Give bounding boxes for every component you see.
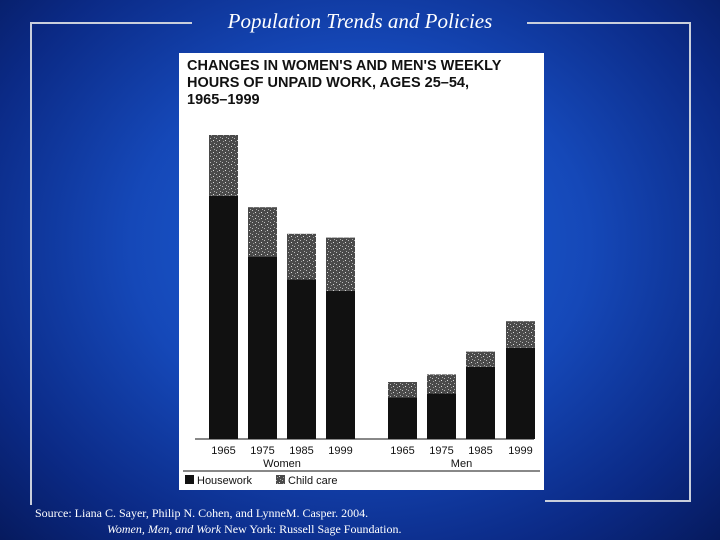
chart-figure: CHANGES IN WOMEN'S AND MEN'S WEEKLY HOUR… — [179, 53, 544, 490]
x-tick-label-men-1975: 1975 — [429, 445, 453, 457]
bar-childcare-women-1965 — [209, 135, 238, 196]
bar-housework-men-1985 — [466, 366, 495, 439]
x-tick-label-men-1999: 1999 — [508, 445, 532, 457]
bar-housework-men-1999 — [506, 347, 535, 439]
x-tick-label-women-1965: 1965 — [211, 445, 235, 457]
slide-title: Population Trends and Policies — [227, 9, 493, 33]
frame-bottom — [545, 500, 691, 502]
group-label-men: Men — [451, 458, 472, 470]
group-label-women: Women — [263, 458, 301, 470]
chart-title: CHANGES IN WOMEN'S AND MEN'S WEEKLY HOUR… — [187, 58, 537, 109]
bar-childcare-men-1985 — [466, 351, 495, 367]
x-tick-label-women-1999: 1999 — [328, 445, 352, 457]
bar-housework-women-1985 — [287, 279, 316, 439]
bar-childcare-women-1999 — [326, 237, 355, 291]
x-tick-label-men-1985: 1985 — [468, 445, 492, 457]
bar-childcare-men-1975 — [427, 374, 456, 394]
bar-childcare-women-1975 — [248, 207, 277, 257]
x-tick-label-women-1985: 1985 — [289, 445, 313, 457]
bar-housework-men-1965 — [388, 397, 417, 439]
chart-title-line-2: HOURS OF UNPAID WORK, AGES 25–54, — [187, 75, 469, 91]
source-citation: Source: Liana C. Sayer, Philip N. Cohen,… — [35, 505, 595, 537]
legend-label-housework: Housework — [197, 475, 253, 487]
bar-childcare-men-1965 — [388, 382, 417, 398]
legend-label-childcare: Child care — [288, 475, 338, 487]
frame-top-left — [30, 22, 192, 24]
bar-housework-women-1965 — [209, 195, 238, 439]
bar-housework-men-1975 — [427, 393, 456, 439]
legend-swatch-housework — [185, 475, 194, 484]
frame-left — [30, 22, 32, 505]
x-tick-label-women-1975: 1975 — [250, 445, 274, 457]
legend-swatch-childcare — [276, 475, 285, 484]
stacked-bar-chart: 1965 1975 1985 1999 1965 1975 1985 1999 Women Men… — [183, 135, 540, 487]
chart-title-line-1: CHANGES IN WOMEN'S AND MEN'S WEEKLY — [187, 58, 502, 74]
chart-title-line-3: 1965–1999 — [187, 92, 260, 108]
source-book-title: Women, Men, and Work — [107, 522, 222, 536]
bar-housework-women-1999 — [326, 290, 355, 439]
bar-childcare-men-1999 — [506, 321, 535, 348]
frame-top-right — [527, 22, 691, 24]
bar-housework-women-1975 — [248, 256, 277, 439]
bar-childcare-women-1985 — [287, 233, 316, 280]
frame-right — [689, 22, 691, 502]
x-tick-label-men-1965: 1965 — [390, 445, 414, 457]
source-prefix: Source: Liana C. Sayer, Philip N. Cohen,… — [35, 506, 369, 520]
source-suffix: New York: Russell Sage Foundation. — [224, 522, 402, 536]
